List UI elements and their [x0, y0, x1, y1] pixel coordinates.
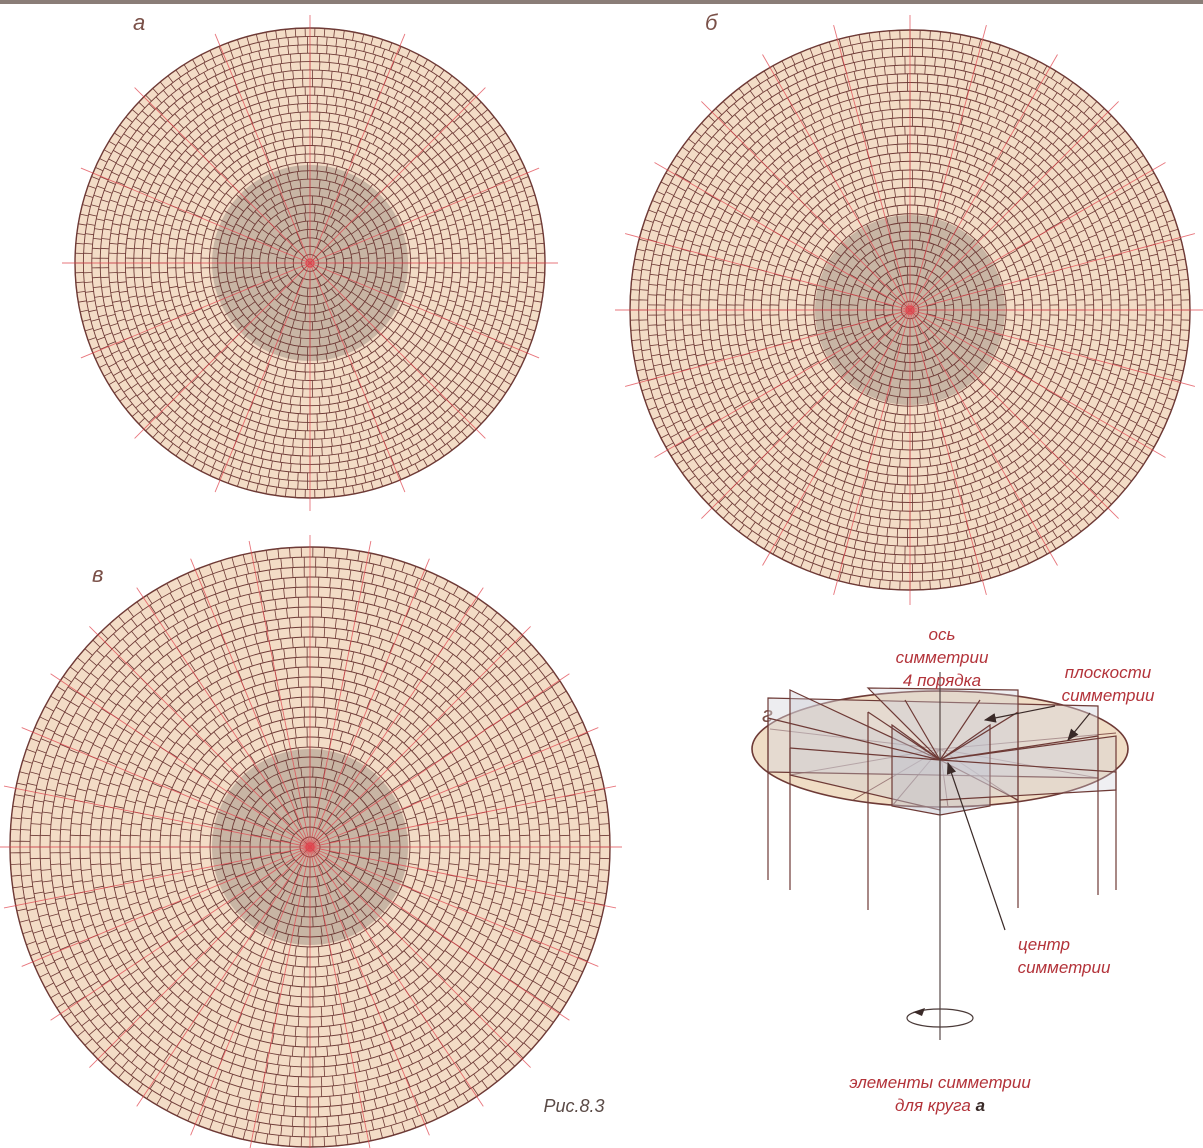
center-mark [305, 842, 315, 852]
symmetry-axis-line [80, 167, 540, 359]
symmetry-elements-diagram: ось симметрии 4 порядка плоскости симмет… [751, 625, 1155, 1115]
planes-leader-2 [1067, 712, 1091, 741]
panel-letter-a: а [133, 10, 145, 35]
rotation-arrowhead [913, 1008, 925, 1016]
elements-label-line1: элементы симметрии [849, 1073, 1031, 1092]
axis-label-line1: ось [929, 625, 956, 644]
center-mark [905, 305, 915, 315]
paving-circle-b [615, 15, 1203, 605]
rotation-arrow [906, 1008, 974, 1028]
plane-top-edges [767, 699, 1117, 910]
axis-label-line3: 4 порядка [903, 671, 981, 690]
paving-circle-v [0, 535, 622, 1148]
axis-label-line2: симметрии [896, 648, 989, 667]
figure-caption: Рис.8.3 [543, 1096, 604, 1116]
panel-letter-v: в [92, 562, 103, 587]
panel-letter-b: б [705, 10, 719, 35]
planes-leader-1 [983, 705, 1056, 723]
elements-label-line2: для круга [895, 1096, 971, 1115]
center-label-line2: симметрии [1018, 958, 1111, 977]
center-mark [305, 258, 315, 268]
paving-circle-a [62, 15, 558, 511]
planes-label-line2: симметрии [1062, 686, 1155, 705]
elements-circle-letter: а [976, 1096, 985, 1115]
planes-label-line1: плоскости [1065, 663, 1152, 682]
center-leader [946, 761, 1006, 931]
symmetry-planes [767, 687, 1117, 816]
center-label-line1: центр [1018, 935, 1070, 954]
symmetry-axis-line [3, 785, 617, 909]
top-border [0, 0, 1203, 4]
symmetry-axis-line [624, 233, 1196, 387]
elements-label-line2-group: для круга а [895, 1096, 985, 1115]
